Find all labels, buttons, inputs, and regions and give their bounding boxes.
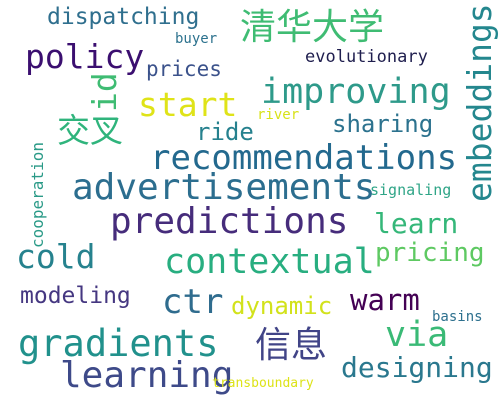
word-via: via [385, 315, 449, 355]
word-river: river [257, 107, 300, 123]
word-predictions: predictions [110, 201, 349, 242]
word-start: start [138, 85, 238, 124]
word-transboundary: transboundary [212, 376, 314, 391]
word-pricing: pricing [375, 238, 485, 268]
word-id: id [85, 72, 124, 112]
word-jiaocha: 交叉 [57, 111, 123, 150]
word-gradients: gradients [18, 322, 219, 365]
word-learning: learning [60, 355, 234, 396]
word-qinghua: 清华大学 [240, 7, 385, 48]
word-warm: warm [350, 283, 420, 317]
word-buyer: buyer [175, 31, 218, 47]
word-learn: learn [374, 207, 459, 240]
word-dynamic: dynamic [231, 292, 333, 320]
word-recommendations: recommendations [150, 138, 458, 178]
word-policy: policy [25, 37, 145, 76]
word-cold: cold [16, 237, 96, 276]
word-ctr: ctr [162, 282, 224, 322]
word-dispatching: dispatching [47, 4, 200, 30]
word-sharing: sharing [332, 110, 434, 138]
word-evolutionary: evolutionary [305, 47, 428, 67]
word-ride: ride [196, 118, 254, 146]
word-advertisements: advertisements [72, 167, 376, 208]
word-xinxi: 信息 [255, 325, 328, 366]
word-contextual: contextual [164, 242, 375, 282]
word-signaling: signaling [370, 181, 452, 199]
word-prices: prices [146, 57, 222, 81]
word-basins: basins [432, 309, 483, 325]
word-modeling: modeling [20, 283, 131, 309]
word-cooperation: cooperation [28, 142, 47, 248]
word-designing: designing [341, 351, 493, 384]
word-improving: improving [261, 72, 451, 112]
word-embeddings: embeddings [460, 3, 499, 202]
